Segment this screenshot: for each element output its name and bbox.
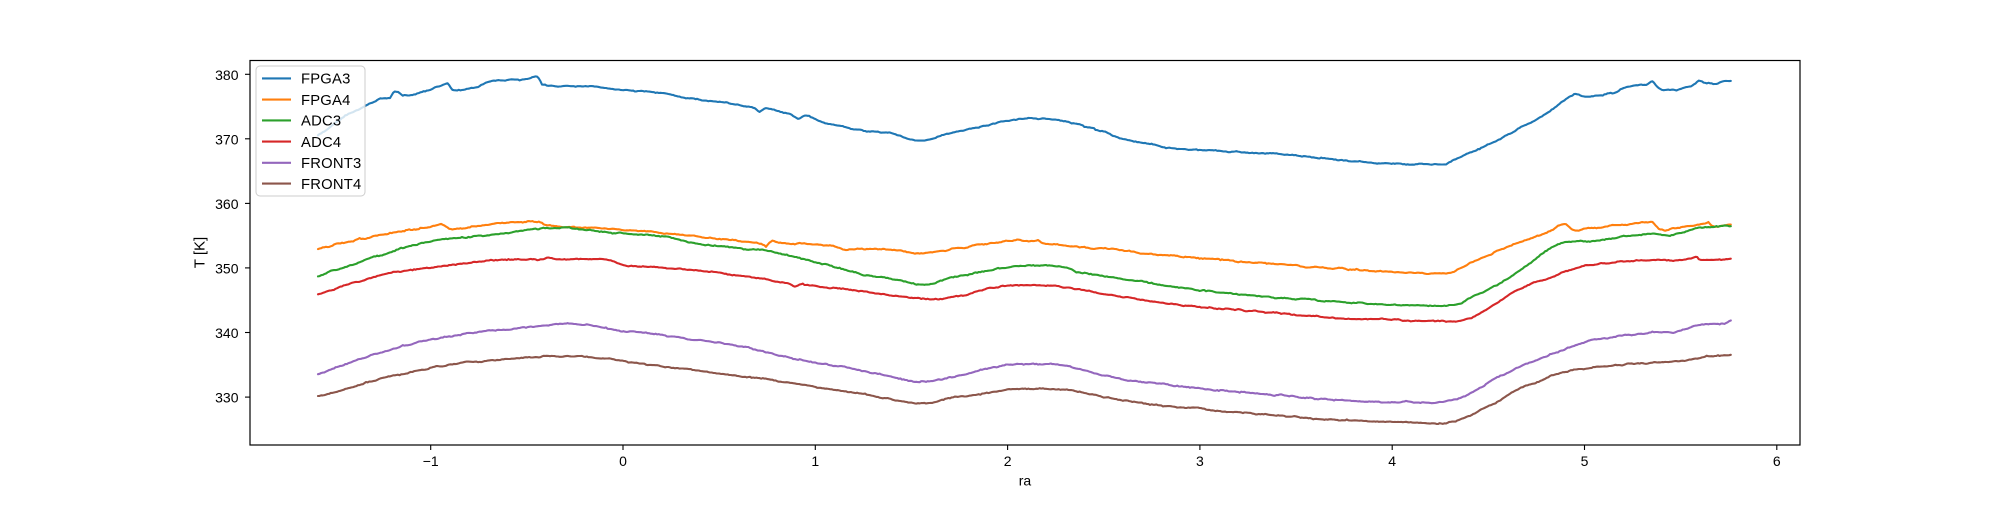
- svg-text:ra: ra: [1019, 473, 1032, 489]
- svg-text:1: 1: [811, 453, 819, 469]
- svg-text:360: 360: [215, 196, 239, 212]
- svg-text:6: 6: [1773, 453, 1781, 469]
- svg-text:4: 4: [1388, 453, 1396, 469]
- svg-text:FRONT4: FRONT4: [301, 177, 361, 193]
- svg-text:−1: −1: [423, 453, 439, 469]
- svg-text:380: 380: [215, 67, 239, 83]
- svg-text:ADC3: ADC3: [301, 114, 341, 130]
- svg-text:FPGA4: FPGA4: [301, 93, 351, 109]
- svg-text:0: 0: [619, 453, 627, 469]
- svg-text:3: 3: [1196, 453, 1204, 469]
- svg-text:T [K]: T [K]: [192, 237, 209, 268]
- svg-text:340: 340: [215, 325, 239, 341]
- svg-text:FRONT3: FRONT3: [301, 156, 361, 172]
- svg-text:2: 2: [1004, 453, 1012, 469]
- svg-text:ADC4: ADC4: [301, 135, 341, 151]
- svg-text:350: 350: [215, 260, 239, 276]
- svg-text:330: 330: [215, 390, 239, 406]
- svg-text:5: 5: [1581, 453, 1589, 469]
- svg-text:FPGA3: FPGA3: [301, 72, 351, 88]
- svg-text:370: 370: [215, 131, 239, 147]
